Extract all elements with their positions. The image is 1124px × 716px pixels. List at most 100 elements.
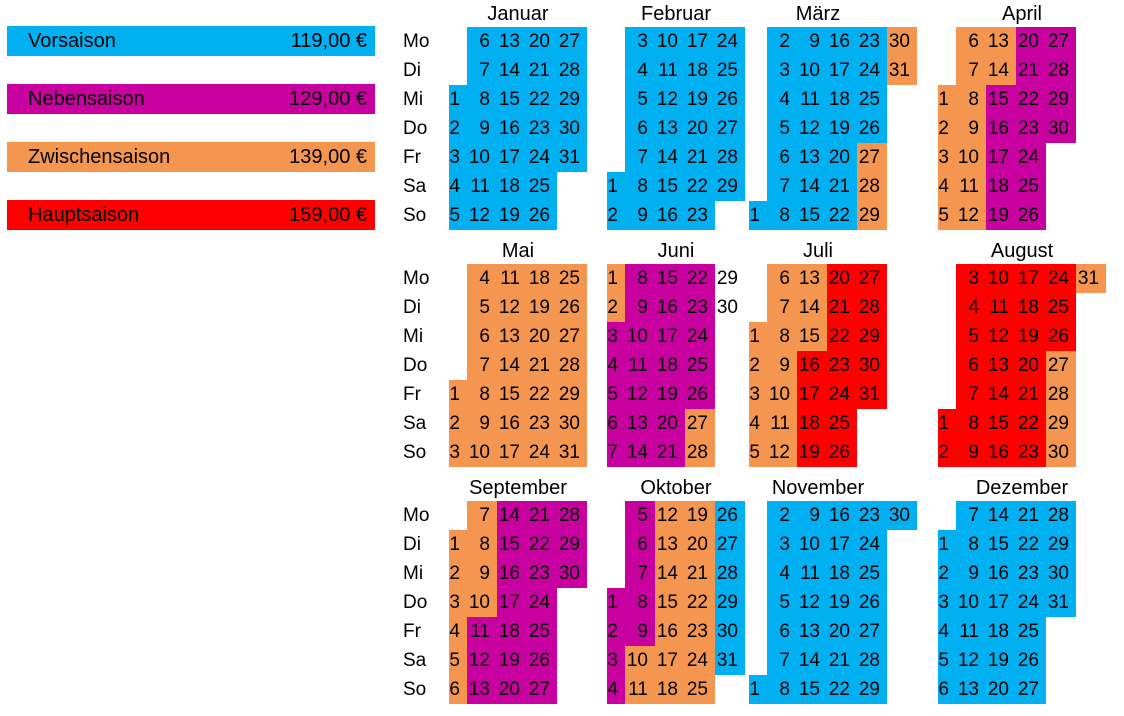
day-cell[interactable]: 14 — [797, 646, 827, 675]
day-cell[interactable]: 11 — [497, 264, 527, 293]
day-cell[interactable]: 18 — [827, 85, 857, 114]
day-cell[interactable]: 29 — [715, 588, 745, 617]
day-cell[interactable]: 15 — [986, 85, 1016, 114]
day-cell[interactable]: 23 — [1016, 438, 1046, 467]
day-cell[interactable]: 19 — [986, 646, 1016, 675]
day-cell[interactable]: 24 — [1016, 143, 1046, 172]
day-cell[interactable]: 9 — [467, 114, 497, 143]
day-cell[interactable]: 16 — [827, 27, 857, 56]
day-cell[interactable]: 9 — [797, 27, 827, 56]
day-cell[interactable]: 21 — [527, 501, 557, 530]
day-cell[interactable]: 18 — [685, 56, 715, 85]
day-cell[interactable]: 23 — [1016, 114, 1046, 143]
day-cell[interactable]: 23 — [527, 114, 557, 143]
day-cell[interactable]: 27 — [1046, 27, 1076, 56]
day-cell[interactable]: 19 — [685, 501, 715, 530]
day-cell[interactable]: 21 — [685, 143, 715, 172]
day-cell[interactable]: 21 — [1016, 56, 1046, 85]
day-cell[interactable]: 4 — [767, 559, 797, 588]
day-cell[interactable]: 25 — [527, 172, 557, 201]
day-cell[interactable]: 31 — [715, 646, 745, 675]
day-cell[interactable]: 23 — [527, 559, 557, 588]
day-cell[interactable]: 26 — [527, 646, 557, 675]
day-cell[interactable]: 14 — [797, 293, 827, 322]
day-cell[interactable]: 22 — [827, 675, 857, 704]
day-cell[interactable]: 21 — [1016, 380, 1046, 409]
day-cell[interactable]: 8 — [767, 322, 797, 351]
day-cell[interactable]: 5 — [767, 114, 797, 143]
day-cell[interactable]: 15 — [986, 530, 1016, 559]
day-cell[interactable]: 17 — [497, 588, 527, 617]
day-cell[interactable]: 18 — [1016, 293, 1046, 322]
day-cell[interactable]: 6 — [625, 530, 655, 559]
day-cell[interactable]: 15 — [497, 85, 527, 114]
day-cell[interactable]: 9 — [767, 351, 797, 380]
day-cell[interactable]: 18 — [655, 675, 685, 704]
day-cell[interactable]: 16 — [497, 114, 527, 143]
day-cell[interactable]: 14 — [986, 56, 1016, 85]
day-cell[interactable]: 26 — [827, 438, 857, 467]
day-cell[interactable]: 3 — [749, 380, 767, 409]
day-cell[interactable]: 9 — [625, 293, 655, 322]
day-cell[interactable]: 6 — [956, 351, 986, 380]
day-cell[interactable]: 31 — [1076, 264, 1106, 293]
day-cell[interactable]: 13 — [986, 351, 1016, 380]
day-cell[interactable]: 25 — [857, 85, 887, 114]
day-cell[interactable]: 17 — [1016, 264, 1046, 293]
day-cell[interactable]: 13 — [497, 27, 527, 56]
day-cell[interactable]: 29 — [557, 530, 587, 559]
day-cell[interactable]: 21 — [827, 293, 857, 322]
day-cell[interactable]: 7 — [956, 56, 986, 85]
day-cell[interactable]: 5 — [956, 322, 986, 351]
day-cell[interactable]: 6 — [467, 322, 497, 351]
day-cell[interactable]: 7 — [607, 438, 625, 467]
day-cell[interactable]: 2 — [607, 201, 625, 230]
day-cell[interactable]: 22 — [685, 588, 715, 617]
day-cell[interactable]: 11 — [797, 85, 827, 114]
day-cell[interactable]: 11 — [625, 351, 655, 380]
day-cell[interactable]: 11 — [797, 559, 827, 588]
day-cell[interactable]: 25 — [527, 617, 557, 646]
day-cell[interactable]: 24 — [1046, 264, 1076, 293]
day-cell[interactable]: 23 — [685, 617, 715, 646]
day-cell[interactable]: 27 — [857, 617, 887, 646]
day-cell[interactable]: 26 — [857, 114, 887, 143]
day-cell[interactable]: 19 — [1016, 322, 1046, 351]
day-cell[interactable]: 18 — [655, 351, 685, 380]
day-cell[interactable]: 13 — [797, 617, 827, 646]
day-cell[interactable]: 28 — [557, 501, 587, 530]
day-cell[interactable]: 30 — [1046, 559, 1076, 588]
day-cell[interactable]: 24 — [1016, 588, 1046, 617]
day-cell[interactable]: 27 — [685, 409, 715, 438]
day-cell[interactable]: 3 — [938, 588, 956, 617]
day-cell[interactable]: 14 — [497, 351, 527, 380]
day-cell[interactable]: 16 — [986, 114, 1016, 143]
day-cell[interactable]: 8 — [956, 409, 986, 438]
day-cell[interactable]: 13 — [625, 409, 655, 438]
day-cell[interactable]: 20 — [685, 530, 715, 559]
day-cell[interactable]: 31 — [557, 438, 587, 467]
day-cell[interactable]: 7 — [767, 172, 797, 201]
day-cell[interactable]: 17 — [655, 322, 685, 351]
day-cell[interactable]: 30 — [716, 297, 738, 318]
day-cell[interactable]: 3 — [449, 438, 467, 467]
day-cell[interactable]: 2 — [767, 27, 797, 56]
day-cell[interactable]: 12 — [986, 322, 1016, 351]
day-cell[interactable]: 13 — [797, 264, 827, 293]
day-cell[interactable]: 9 — [956, 438, 986, 467]
day-cell[interactable]: 25 — [857, 559, 887, 588]
day-cell[interactable]: 6 — [767, 617, 797, 646]
day-cell[interactable]: 8 — [767, 201, 797, 230]
day-cell[interactable]: 8 — [956, 530, 986, 559]
day-cell[interactable]: 20 — [497, 675, 527, 704]
day-cell[interactable]: 1 — [449, 85, 467, 114]
day-cell[interactable]: 11 — [956, 617, 986, 646]
day-cell[interactable]: 4 — [938, 617, 956, 646]
day-cell[interactable]: 3 — [956, 264, 986, 293]
day-cell[interactable]: 27 — [857, 143, 887, 172]
day-cell[interactable]: 7 — [625, 559, 655, 588]
day-cell[interactable]: 10 — [797, 530, 827, 559]
day-cell[interactable]: 2 — [449, 409, 467, 438]
day-cell[interactable]: 12 — [625, 380, 655, 409]
day-cell[interactable]: 24 — [857, 530, 887, 559]
